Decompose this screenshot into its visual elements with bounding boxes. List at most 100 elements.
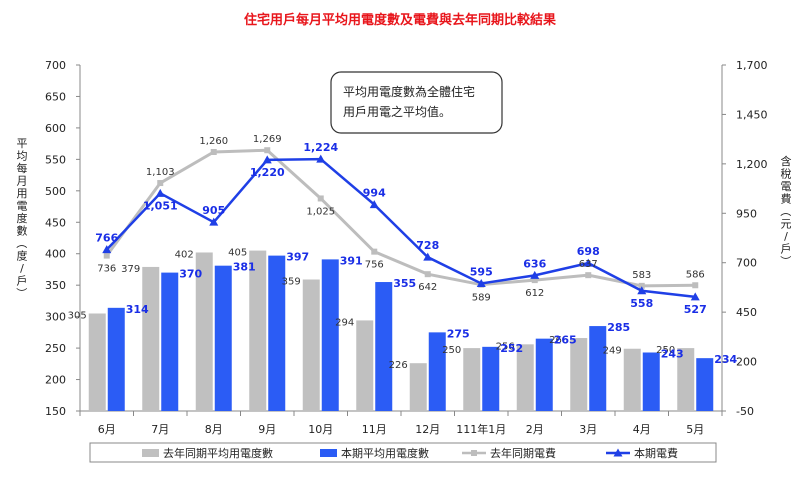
bar-value-label: 379 [121,264,140,275]
bar [570,338,588,411]
right-tick-label: -50 [736,405,754,418]
axis-title-char: / [20,262,24,275]
x-tick-label: 7月 [151,423,169,436]
line-value-label: 558 [630,297,653,310]
line-value-label: 994 [363,187,386,200]
bar [589,326,607,411]
bar [696,358,714,411]
axis-title-char: ） [15,288,28,299]
axis-title-char: 每 [17,161,28,175]
legend-swatch [142,449,159,457]
axis-title-char: 費 [781,192,792,206]
line-point [102,245,112,254]
annotation-frame [330,71,503,134]
bar-value-label: 252 [500,342,523,355]
x-tick-label: 12月 [415,423,440,436]
legend-frame [89,442,717,463]
line-point [531,277,538,284]
axis-title-char: 電 [17,200,28,213]
x-tick-label: 2月 [526,423,544,436]
left-tick-label: 700 [45,59,66,72]
axis-title-char: （ [15,238,28,249]
bar-value-label: 391 [340,254,363,267]
annotation-text: 用戶用電之平均值。 [343,104,451,119]
x-tick-label: 111年1月 [456,422,506,436]
axis-title-char: 用 [17,187,28,200]
x-tick-label: 3月 [579,423,597,436]
data-labels: 305 379 402 405 359 294 226 250 256 266 249 250 314 3… [68,134,738,371]
bar-value-label: 314 [126,303,149,316]
line-point [371,248,378,255]
line-point [210,148,217,155]
axis-title-char: 平 [17,137,28,150]
line-value-label: 1,260 [199,136,228,147]
line-value-label: 728 [416,239,439,252]
left-tick-label: 550 [45,153,66,166]
left-tick-label: 500 [45,185,66,198]
legend-label: 本期電費 [634,446,678,460]
line-value-label: 1,051 [143,199,178,212]
line-point [316,154,326,163]
line-point [317,195,324,202]
bar-value-label: 359 [282,277,301,288]
legend-marker [613,448,623,457]
bar-value-label: 355 [393,277,416,290]
axis-title-char: 戶 [781,243,792,256]
line-current-fee [105,157,696,299]
line-value-label: 905 [202,204,225,217]
bar-value-label: 256 [496,341,515,352]
bar [302,279,320,411]
left-tick-label: 300 [45,311,66,324]
line-value-label: 637 [579,259,598,270]
right-tick-label: 1,450 [736,108,768,121]
bar [623,348,641,411]
right-tick-label: 1,200 [736,158,768,171]
x-tick-label: 11月 [362,423,387,436]
bar-value-label: 397 [286,251,309,264]
bar [482,346,500,411]
line-value-label: 698 [577,245,600,258]
left-tick-label: 200 [45,374,66,387]
bar-value-label: 370 [179,268,202,281]
bar [535,338,553,411]
legend-label: 去年同期平均用電度數 [163,446,273,460]
axis-title-char: 均 [17,150,28,163]
bar-value-label: 243 [661,347,684,360]
line-point [209,217,219,226]
line-last-year-fee [105,148,696,288]
bar [214,265,232,411]
line-point [264,147,271,154]
legend: 去年同期平均用電度數 本期平均用電度數 去年同期電費 本期電費 [89,442,717,463]
line-point [637,286,647,295]
bar-value-label: 405 [228,248,247,259]
line-point [530,270,540,279]
bar [356,320,374,411]
bar-value-label: 285 [607,321,630,334]
bars [88,250,714,411]
bar [677,348,695,411]
bar [516,344,534,411]
axis-title-char: 稅 [781,168,792,181]
axes: 150 200 250 300 350 400 450 500 550 600 650 700 -50 2… [15,59,792,436]
axis-title-char: 含 [781,154,792,168]
line-point [476,278,486,287]
line-value-label: 1,269 [253,134,282,145]
axis-title-char: 戶 [17,275,28,288]
left-tick-label: 150 [45,405,66,418]
bar-value-label: 234 [714,353,737,366]
right-tick-label: 450 [736,306,757,319]
axis-title-char: 度 [17,249,28,263]
bar-value-label: 305 [68,310,87,321]
left-tick-label: 600 [45,122,66,135]
x-tick-label: 8月 [205,423,223,436]
line-point [423,252,433,261]
line-value-label: 589 [472,293,491,304]
x-tick-label: 9月 [258,423,276,436]
bar-value-label: 381 [233,261,256,274]
line-point [369,200,379,209]
left-tick-label: 400 [45,248,66,261]
line-value-label: 766 [95,232,118,245]
right-tick-label: 950 [736,207,757,220]
